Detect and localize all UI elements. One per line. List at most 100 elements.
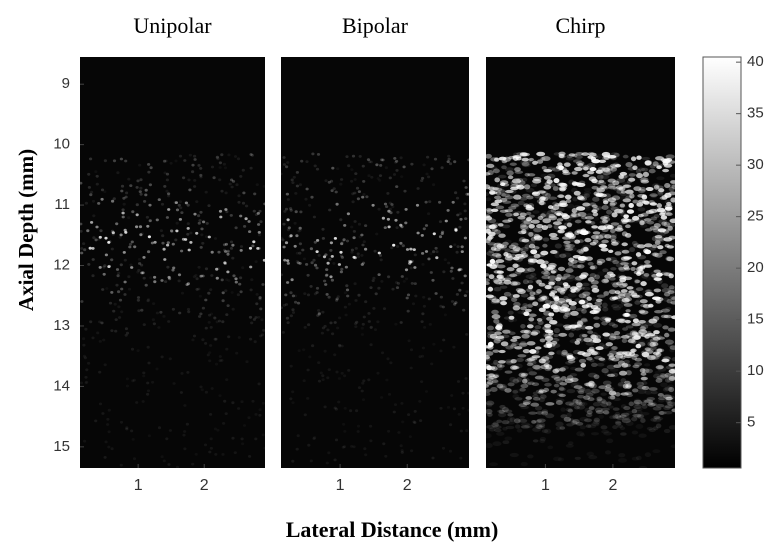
speckle xyxy=(205,327,208,330)
speckle xyxy=(589,347,595,351)
speckle xyxy=(84,356,87,359)
speckle xyxy=(628,315,634,319)
speckle xyxy=(568,261,574,266)
speckle xyxy=(510,213,518,216)
speckle xyxy=(408,262,411,265)
speckle xyxy=(623,364,631,368)
speckle xyxy=(660,382,668,387)
speckle xyxy=(629,173,636,177)
speckle xyxy=(230,179,233,182)
speckle xyxy=(555,368,560,372)
speckle xyxy=(656,365,664,369)
speckle xyxy=(669,285,675,289)
speckle xyxy=(232,308,235,311)
speckle xyxy=(618,458,627,463)
speckle xyxy=(574,167,582,171)
speckle xyxy=(224,289,227,292)
speckle xyxy=(231,291,234,294)
speckle xyxy=(383,307,386,310)
speckle xyxy=(137,349,140,352)
speckle xyxy=(394,403,397,406)
speckle xyxy=(364,248,367,251)
speckle xyxy=(667,184,675,187)
speckle xyxy=(147,299,150,302)
speckle xyxy=(370,343,373,346)
speckle xyxy=(249,247,252,250)
speckle xyxy=(331,189,334,192)
x-tick-label: 1 xyxy=(134,477,143,494)
speckle xyxy=(404,222,407,225)
speckle xyxy=(251,154,254,157)
speckle xyxy=(523,279,529,284)
speckle xyxy=(362,262,365,265)
speckle xyxy=(91,337,94,340)
speckle xyxy=(259,296,262,299)
speckle xyxy=(486,365,492,370)
speckle xyxy=(89,320,92,323)
speckle xyxy=(582,291,590,295)
speckle xyxy=(493,243,502,248)
colorbar-tick-label: 10 xyxy=(747,362,764,379)
speckle xyxy=(400,402,403,405)
speckle xyxy=(242,169,245,172)
speckle xyxy=(439,220,442,223)
speckle xyxy=(219,355,222,358)
speckle xyxy=(307,444,310,447)
speckle xyxy=(113,197,116,200)
speckle xyxy=(114,303,117,306)
speckle xyxy=(632,200,638,204)
speckle xyxy=(166,179,169,182)
panel-title: Chirp xyxy=(555,13,605,38)
speckle xyxy=(213,176,216,179)
speckle xyxy=(350,226,353,229)
speckle xyxy=(393,173,396,176)
speckle xyxy=(237,293,240,296)
speckle xyxy=(355,409,358,412)
speckle xyxy=(259,308,262,311)
speckle xyxy=(544,383,552,387)
speckle xyxy=(223,400,226,403)
speckle xyxy=(166,216,169,219)
x-tick-label: 2 xyxy=(608,477,617,494)
speckle xyxy=(200,228,203,231)
speckle xyxy=(136,186,139,189)
speckle xyxy=(139,190,142,193)
speckle xyxy=(649,319,658,324)
speckle xyxy=(341,345,344,348)
colorbar-tick-label: 25 xyxy=(747,208,764,225)
speckle xyxy=(100,321,103,324)
speckle xyxy=(154,241,157,244)
speckle xyxy=(320,372,323,375)
speckle xyxy=(97,202,100,205)
speckle xyxy=(649,387,658,391)
speckle xyxy=(178,273,181,276)
speckle xyxy=(391,205,394,208)
speckle xyxy=(578,391,585,394)
speckle xyxy=(504,259,512,263)
speckle xyxy=(240,245,243,248)
speckle xyxy=(522,162,530,167)
speckle xyxy=(358,190,361,193)
speckle xyxy=(589,176,596,181)
speckle xyxy=(362,323,365,326)
speckle xyxy=(258,247,261,250)
colorbar-tick-label: 20 xyxy=(747,259,764,276)
speckle xyxy=(209,288,212,291)
speckle xyxy=(387,430,390,433)
speckle xyxy=(554,253,560,258)
speckle xyxy=(642,399,650,403)
speckle xyxy=(330,180,333,183)
speckle xyxy=(535,424,542,429)
speckle xyxy=(257,316,260,319)
speckle xyxy=(538,216,544,220)
speckle xyxy=(634,217,640,221)
speckle xyxy=(163,248,166,251)
speckle xyxy=(337,401,340,404)
speckle xyxy=(220,359,223,362)
speckle xyxy=(602,333,609,337)
speckle xyxy=(405,268,408,271)
speckle xyxy=(329,275,332,278)
speckle xyxy=(642,200,649,204)
speckle xyxy=(235,352,238,355)
speckle xyxy=(141,232,144,235)
